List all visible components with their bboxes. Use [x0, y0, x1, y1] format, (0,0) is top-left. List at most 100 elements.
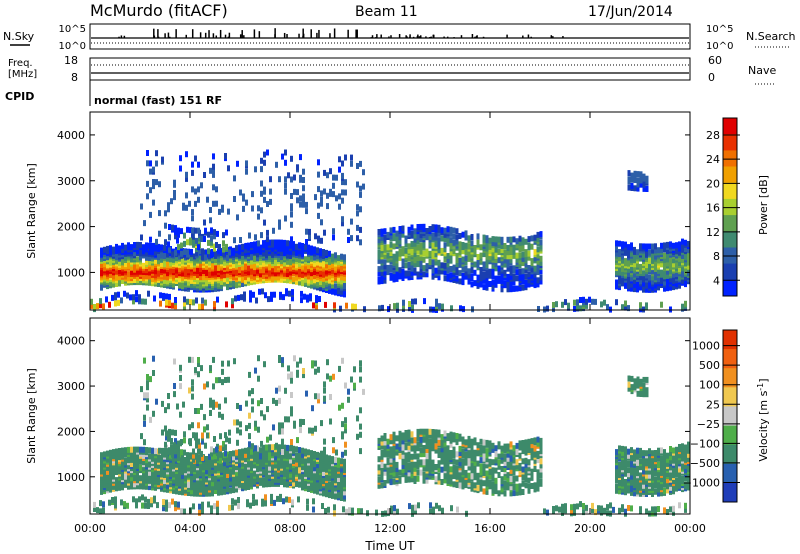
velocity-cell: [229, 451, 232, 457]
velocity-cell: [386, 438, 390, 445]
velocity-cell: [211, 488, 214, 495]
velocity-cell: [304, 448, 307, 455]
power-cell: [381, 304, 384, 311]
velocity-cell: [169, 466, 172, 473]
power-cell: [195, 250, 198, 257]
velocity-cell: [377, 464, 381, 471]
power-cell: [410, 230, 414, 237]
power-cell: [337, 255, 340, 262]
power-cell: [278, 176, 281, 183]
velocity-cell: [183, 431, 186, 438]
power-cell: [359, 239, 362, 246]
power-cell: [413, 240, 417, 247]
velocity-cell: [380, 462, 384, 468]
power-cell: [319, 248, 322, 255]
power-cell: [244, 261, 247, 268]
power-cell: [536, 277, 540, 284]
power-cell: [301, 243, 304, 249]
power-cell: [320, 190, 323, 197]
power-cell: [666, 241, 669, 248]
power-cell: [660, 242, 663, 249]
velocity-cell: [401, 467, 405, 474]
power-cell: [539, 231, 543, 238]
power-cell: [485, 280, 489, 287]
power-cell: [225, 301, 228, 308]
power-cell: [645, 266, 648, 273]
power-cell: [452, 248, 456, 255]
power-cell: [117, 299, 120, 306]
power-cell: [256, 247, 259, 254]
power-cell: [260, 190, 263, 197]
velocity-cell: [244, 447, 247, 454]
power-cell: [174, 249, 177, 256]
power-cell: [458, 278, 462, 285]
power-cell: [133, 262, 136, 269]
power-cell: [464, 230, 468, 237]
power-cell: [651, 268, 654, 275]
power-cell: [182, 202, 185, 209]
power-cell: [220, 248, 223, 254]
power-cell: [506, 261, 510, 268]
power-cell: [250, 252, 253, 259]
velocity-cell: [410, 443, 414, 450]
nsky-label: N.Sky: [3, 30, 35, 43]
velocity-cell: [217, 461, 220, 468]
power-cell: [461, 256, 465, 263]
velocity-cell: [343, 462, 346, 469]
power-cell: [296, 164, 299, 171]
power-cell: [446, 240, 450, 247]
power-cell: [145, 242, 148, 249]
power-cell: [452, 227, 456, 234]
power-cell: [446, 226, 450, 233]
power-cell: [618, 240, 621, 247]
power-cell: [317, 212, 320, 219]
velocity-cell: [268, 450, 271, 457]
power-cell: [274, 260, 277, 267]
power-cell: [422, 265, 426, 272]
power-cell: [527, 236, 531, 243]
power-cell: [408, 305, 411, 312]
power-cell: [377, 253, 381, 260]
power-cell: [226, 271, 229, 278]
power-cell: [282, 294, 285, 301]
power-cell: [509, 265, 513, 272]
power-cell: [389, 227, 393, 234]
power-cell: [362, 169, 365, 176]
power-cell: [627, 252, 630, 259]
power-cell: [320, 237, 323, 244]
power-cell: [515, 269, 519, 276]
velocity-cell: [325, 454, 328, 461]
power-cell: [359, 160, 362, 167]
velocity-cell: [214, 481, 217, 488]
velocity-cell: [265, 462, 268, 469]
power-cell: [398, 238, 402, 245]
power-cell: [660, 301, 663, 308]
power-cell: [437, 224, 441, 231]
velocity-cell: [416, 441, 420, 448]
power-cell: [307, 263, 310, 270]
power-cell: [245, 242, 248, 249]
power-cell: [681, 269, 684, 276]
power-cell: [687, 241, 690, 247]
velocity-cell: [253, 470, 256, 477]
power-cell: [428, 226, 432, 232]
velocity-cell: [124, 465, 127, 472]
power-cell: [286, 267, 289, 273]
power-cell: [152, 166, 155, 173]
power-cell: [416, 271, 420, 278]
power-cell: [443, 275, 447, 282]
power-cell: [530, 243, 534, 250]
velocity-cell: [253, 456, 256, 463]
colorbar-swatch: [723, 166, 737, 184]
power-cell: [279, 291, 282, 298]
power-cell: [179, 165, 182, 172]
power-cell: [314, 194, 317, 201]
power-cell: [425, 263, 429, 270]
velocity-cell: [142, 446, 145, 453]
power-cell: [238, 267, 241, 274]
power-cell: [185, 192, 188, 199]
power-cell: [133, 242, 136, 248]
velocity-cell: [331, 478, 334, 485]
power-cell: [147, 290, 150, 297]
